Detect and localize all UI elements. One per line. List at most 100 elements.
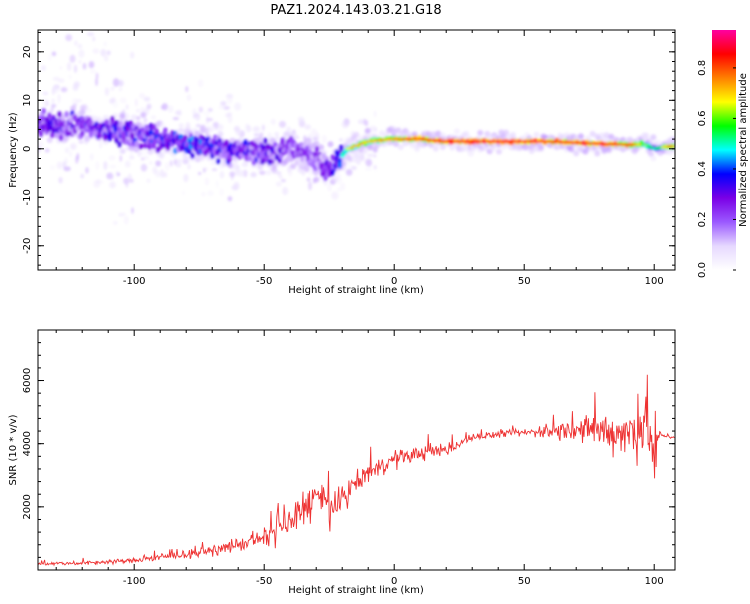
heat-cell bbox=[655, 139, 662, 146]
heat-cell bbox=[154, 128, 159, 135]
heat-cell bbox=[169, 160, 173, 167]
heat-cell bbox=[102, 134, 108, 141]
heat-cell bbox=[577, 133, 584, 140]
colorbar-ticks: 0.0 0.2 0.4 0.6 0.8 bbox=[697, 60, 736, 278]
heat-cell bbox=[290, 163, 297, 170]
heat-cell bbox=[68, 74, 72, 80]
heat-cell bbox=[227, 196, 233, 202]
x-tick-label: 100 bbox=[645, 276, 664, 287]
heat-cell bbox=[79, 109, 86, 116]
heat-cell bbox=[82, 62, 87, 70]
heat-cell bbox=[204, 177, 210, 186]
heat-cell bbox=[357, 119, 365, 125]
heat-cell bbox=[533, 131, 540, 138]
colorbar: 0.0 0.2 0.4 0.6 0.8 Normalized spectral ampl… bbox=[697, 30, 749, 278]
heat-cell bbox=[634, 145, 641, 152]
spectrogram-cells bbox=[38, 19, 675, 225]
heat-cell bbox=[41, 107, 47, 115]
heat-cell bbox=[286, 126, 292, 134]
heat-cell bbox=[307, 181, 313, 191]
heat-cell bbox=[250, 171, 257, 178]
heat-cell bbox=[92, 48, 100, 54]
heat-cell bbox=[123, 215, 129, 225]
heat-cell bbox=[159, 122, 164, 129]
heat-cell bbox=[64, 110, 69, 118]
heat-cell bbox=[292, 133, 299, 140]
heat-cell bbox=[395, 127, 402, 134]
heat-cell bbox=[234, 102, 242, 111]
heat-cell bbox=[175, 159, 183, 163]
heat-cell bbox=[366, 153, 375, 158]
heat-cell bbox=[397, 144, 404, 151]
heat-cell bbox=[100, 49, 107, 57]
heat-cell bbox=[109, 164, 117, 169]
heat-cell bbox=[72, 84, 79, 91]
heat-cell bbox=[117, 172, 121, 176]
heat-cell bbox=[648, 150, 655, 157]
heat-cell bbox=[227, 115, 233, 124]
heat-cell bbox=[78, 140, 84, 144]
heat-cell bbox=[64, 147, 70, 154]
heat-cell bbox=[203, 111, 210, 116]
spectrogram-xlabel: Height of straight line (km) bbox=[288, 285, 424, 296]
heat-cell bbox=[95, 77, 98, 87]
heat-cell bbox=[313, 176, 320, 183]
heat-cell bbox=[51, 98, 55, 103]
heat-cell bbox=[58, 134, 64, 142]
heat-cell bbox=[373, 165, 377, 170]
heat-cell bbox=[327, 141, 334, 148]
heat-cell bbox=[364, 167, 373, 172]
heat-cell bbox=[220, 101, 227, 107]
heat-cell bbox=[364, 127, 371, 134]
heat-cell bbox=[119, 147, 126, 154]
heat-cell bbox=[263, 137, 268, 145]
x-tick-label: 50 bbox=[518, 276, 531, 287]
heat-cell bbox=[279, 120, 286, 128]
heat-cell bbox=[282, 187, 289, 196]
heat-cell bbox=[650, 134, 657, 141]
heat-cell bbox=[605, 147, 612, 154]
heat-cell bbox=[178, 128, 184, 133]
heat-cell bbox=[340, 182, 346, 191]
heat-cell bbox=[161, 103, 168, 111]
snr-panel: -100 -50 0 50 100 2000 4000 6000 Height of stra… bbox=[8, 329, 676, 596]
y-tick-label: 10 bbox=[22, 94, 33, 107]
heat-cell bbox=[510, 131, 517, 138]
heat-cell bbox=[95, 116, 102, 123]
heat-cell bbox=[50, 131, 55, 139]
heat-cell bbox=[233, 125, 240, 132]
heat-cell bbox=[538, 144, 545, 151]
heat-cell bbox=[117, 79, 124, 87]
heat-cell bbox=[453, 128, 460, 135]
heat-cell bbox=[219, 188, 225, 197]
heat-cell bbox=[88, 61, 95, 69]
heat-cell bbox=[432, 145, 439, 152]
heat-cell bbox=[187, 147, 192, 155]
heat-cell bbox=[130, 114, 137, 121]
heat-cell bbox=[162, 127, 168, 134]
heat-cell bbox=[313, 140, 320, 147]
x-tick-label: -50 bbox=[256, 276, 272, 287]
heat-cell bbox=[117, 141, 122, 148]
heat-cell bbox=[86, 32, 95, 37]
heat-cell bbox=[217, 124, 224, 131]
heat-cell bbox=[103, 41, 108, 47]
heat-cell bbox=[134, 98, 138, 107]
heat-cell bbox=[175, 161, 182, 168]
x-tick-label: -50 bbox=[256, 576, 272, 587]
heat-cell bbox=[338, 144, 344, 151]
heat-cell bbox=[226, 95, 233, 104]
heat-cell bbox=[102, 114, 109, 121]
heat-cell bbox=[244, 126, 249, 132]
heat-cell bbox=[308, 142, 315, 149]
x-tick-label: -100 bbox=[123, 276, 146, 287]
heat-cell bbox=[70, 143, 77, 150]
colorbar-gradient bbox=[712, 30, 736, 270]
heat-cell bbox=[49, 19, 56, 24]
heat-cell bbox=[110, 115, 115, 123]
heat-cell bbox=[51, 51, 57, 57]
heat-cell bbox=[207, 108, 213, 112]
heat-cell bbox=[148, 161, 153, 165]
heat-cell bbox=[92, 36, 96, 42]
